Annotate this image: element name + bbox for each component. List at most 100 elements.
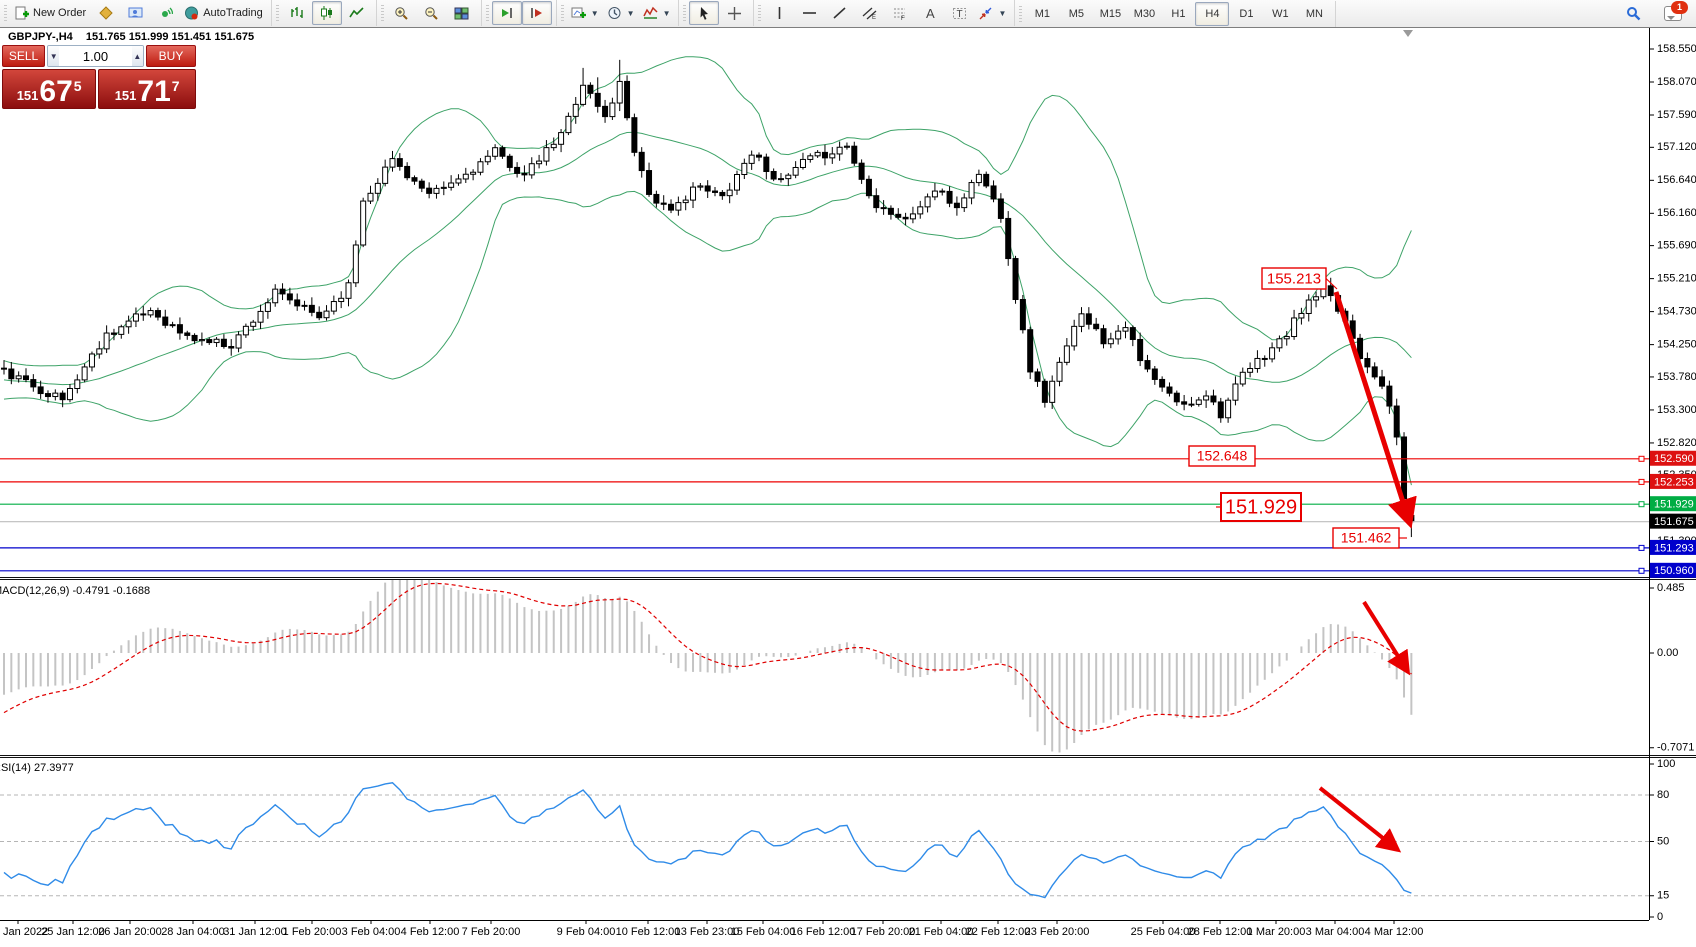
horizontal-line-button[interactable]: [794, 1, 824, 25]
timeframe-h4-button[interactable]: H4: [1195, 1, 1230, 26]
timeframe-d1-button[interactable]: D1: [1239, 7, 1254, 20]
timeframe-mn-button[interactable]: MN: [1305, 7, 1323, 20]
timeframe-m1-button[interactable]: M1: [1034, 7, 1051, 20]
buy-button[interactable]: BUY: [146, 45, 196, 67]
horizontal-line-object[interactable]: [0, 478, 1649, 485]
pane-separator[interactable]: [0, 755, 1696, 758]
horizontal-line-object[interactable]: [0, 544, 1649, 551]
volume-decrease-button[interactable]: ▼: [48, 46, 60, 66]
timeframe-h1-button[interactable]: H1: [1171, 7, 1186, 20]
rsi-pane[interactable]: [0, 782, 1649, 899]
text-label-icon: T: [952, 6, 967, 21]
search-icon: [1626, 7, 1640, 21]
line-chart-button[interactable]: [342, 1, 372, 25]
price-tick-label: 157.120: [1657, 141, 1696, 153]
time-axis-label: 31 Jan 12:00: [223, 926, 287, 938]
horizontal-line-object[interactable]: [0, 501, 1649, 508]
macd-pane[interactable]: [3, 571, 1413, 753]
timeframe-m30-button[interactable]: M30: [1133, 7, 1156, 20]
candlestick-button[interactable]: [311, 1, 342, 25]
bar-chart-button[interactable]: [282, 1, 312, 25]
search-button[interactable]: [1618, 2, 1648, 26]
arrows-button[interactable]: ▼: [974, 1, 1010, 25]
price-annotation-box[interactable]: 152.648: [1188, 445, 1256, 467]
trend-arrow-object[interactable]: [1318, 786, 1402, 853]
new-chart-icon: [571, 6, 586, 21]
crosshair-button[interactable]: [719, 1, 749, 25]
indicators-button[interactable]: ▼: [639, 1, 675, 25]
dropdown-caret-icon[interactable]: ▼: [626, 8, 635, 18]
arrows-icon: [978, 6, 993, 21]
annotation-text: 151.929: [1225, 496, 1297, 518]
sell-price-sup: 5: [73, 78, 82, 94]
timeframe-w1-button[interactable]: W1: [1272, 7, 1289, 20]
time-axis-label: 7 Feb 20:00: [462, 926, 521, 938]
volume-input[interactable]: [59, 46, 132, 66]
text-button[interactable]: A: [914, 1, 944, 25]
price-tick-label: 153.300: [1657, 404, 1696, 416]
toolbar-group: New Order AutoTrading: [0, 0, 272, 26]
trend-arrow-object[interactable]: [1333, 291, 1417, 529]
tile-windows-button[interactable]: [447, 1, 477, 25]
price-tick-label: 158.070: [1657, 76, 1696, 88]
signals-button[interactable]: [150, 1, 180, 25]
macd-pane-label: MACD(12,26,9) -0.4791 -0.1688: [0, 585, 151, 597]
dropdown-caret-icon[interactable]: ▼: [998, 8, 1007, 18]
time-axis-label: 1 Mar 20:00: [1247, 926, 1306, 938]
chat-bubble-icon: 1: [1664, 1, 1688, 21]
terminal-button[interactable]: [120, 1, 150, 25]
cursor-button[interactable]: [689, 1, 720, 25]
text-label-button[interactable]: T: [944, 1, 974, 25]
profiles-button[interactable]: ▼: [603, 1, 639, 25]
dropdown-caret-icon[interactable]: ▼: [590, 8, 599, 18]
indicators-icon: [642, 6, 658, 21]
new-chart-button[interactable]: ▼: [567, 1, 603, 25]
sell-button[interactable]: SELL: [2, 45, 45, 67]
main-price-pane[interactable]: 155.213 152.648 151.929 151.462: [0, 56, 1649, 574]
annotation-text: 151.462: [1341, 530, 1392, 546]
new-order-button[interactable]: New Order: [10, 1, 90, 25]
zoom-out-button[interactable]: [417, 1, 447, 25]
dropdown-caret-icon[interactable]: ▼: [662, 8, 671, 18]
auto-scroll-icon: [499, 6, 514, 21]
profiles-icon: [607, 6, 622, 21]
timeframe-m5-button[interactable]: M5: [1068, 7, 1085, 20]
price-annotation-box[interactable]: 151.462: [1332, 527, 1407, 549]
horizontal-line-object[interactable]: [0, 455, 1649, 462]
timeframe-m15-button[interactable]: M15: [1099, 7, 1122, 20]
auto-scroll-button[interactable]: [491, 1, 522, 25]
price-axis[interactable]: 158.550 158.070 157.590 157.120 156.640 156.1…: [1649, 43, 1696, 923]
sell-price-display[interactable]: 151 67 5: [2, 69, 97, 109]
price-annotation-box[interactable]: 155.213: [1261, 267, 1338, 290]
toolbar-group: [272, 0, 377, 26]
vertical-line-button[interactable]: [764, 1, 794, 25]
bollinger-upper-band: [3, 56, 1412, 367]
zoom-in-button[interactable]: [387, 1, 417, 25]
chart-shift-button[interactable]: [521, 1, 552, 25]
rsi-axis-label: 15: [1657, 890, 1669, 902]
trendline-button[interactable]: [824, 1, 854, 25]
notifications-button[interactable]: 1: [1658, 1, 1688, 26]
metaeditor-button[interactable]: [90, 1, 120, 25]
timeframe-group: M1 M5 M15 M30 H1 H4 D1 W1 MN: [1015, 0, 1337, 27]
time-axis-label: 9 Feb 04:00: [557, 926, 616, 938]
text-icon: A: [922, 6, 937, 21]
volume-increase-button[interactable]: ▲: [131, 46, 143, 66]
price-annotation-box[interactable]: 151.929: [1216, 492, 1302, 522]
vertical-line-icon: [772, 6, 787, 21]
pane-separator[interactable]: [0, 577, 1696, 580]
trend-arrow-object[interactable]: [1362, 600, 1411, 676]
buy-price-display[interactable]: 151 71 7: [98, 69, 196, 109]
autotrading-button[interactable]: AutoTrading: [180, 1, 267, 25]
fibonacci-icon: F: [892, 6, 907, 21]
price-axis-badge: 150.960: [1650, 562, 1696, 578]
horizontal-line-object[interactable]: [0, 567, 1649, 574]
chart-shift-icon: [529, 6, 544, 21]
fibonacci-button[interactable]: F: [884, 1, 914, 25]
price-axis-badge: 151.675: [1650, 513, 1696, 529]
channel-button[interactable]: E: [854, 1, 884, 25]
toolbar-right: 1: [1618, 1, 1696, 26]
time-axis-label: 4 Mar 12:00: [1365, 926, 1424, 938]
